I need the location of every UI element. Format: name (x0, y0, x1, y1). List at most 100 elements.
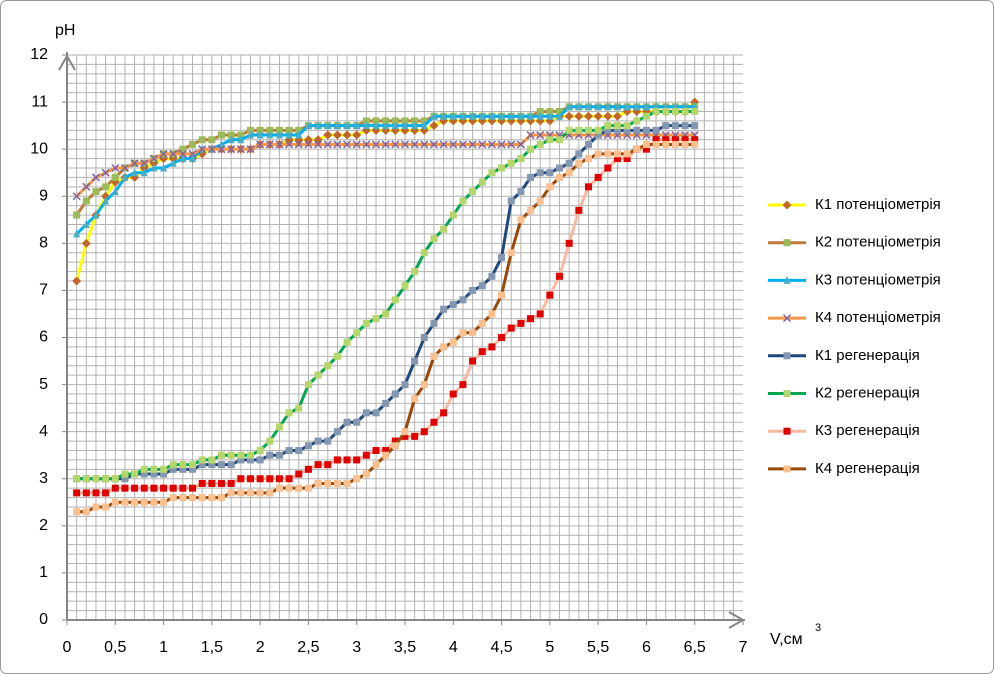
marker (314, 479, 322, 487)
marker (691, 136, 699, 144)
marker (516, 140, 525, 149)
marker (584, 126, 592, 134)
marker (256, 447, 264, 454)
marker (218, 131, 226, 139)
legend-item: К2 потенціометрія (768, 234, 941, 251)
marker (468, 140, 477, 149)
marker (652, 108, 660, 115)
marker (488, 272, 496, 280)
marker (527, 206, 535, 214)
x-tick-label: 4,5 (490, 639, 512, 656)
marker (111, 498, 119, 506)
marker (333, 140, 342, 149)
marker (169, 461, 177, 469)
marker (623, 102, 631, 111)
x-tick-label: 6 (642, 639, 651, 656)
marker (82, 508, 90, 516)
marker (507, 111, 515, 120)
legend-item: К3 потенціометрія (768, 271, 941, 288)
marker (603, 111, 613, 121)
marker (691, 108, 699, 115)
marker (246, 145, 255, 154)
marker (188, 149, 197, 158)
marker (236, 145, 245, 154)
marker (275, 451, 283, 459)
marker (189, 494, 197, 502)
marker (662, 122, 670, 130)
marker (391, 117, 399, 125)
marker (372, 315, 380, 323)
marker (285, 475, 293, 483)
marker (517, 111, 525, 120)
marker (662, 136, 670, 144)
marker (304, 121, 312, 130)
marker (227, 145, 236, 154)
marker (324, 362, 332, 370)
marker (304, 484, 312, 492)
marker (527, 315, 535, 323)
marker (82, 475, 90, 483)
marker (275, 484, 283, 492)
marker (218, 139, 226, 148)
marker (623, 126, 631, 134)
marker (218, 479, 226, 487)
marker (285, 130, 293, 139)
marker (140, 498, 148, 506)
marker (633, 126, 641, 134)
marker (295, 447, 303, 454)
marker (237, 131, 245, 139)
marker (652, 136, 660, 144)
marker (217, 145, 226, 154)
x-tick-label: 3 (352, 639, 361, 656)
series (72, 131, 699, 201)
marker (449, 338, 457, 346)
marker (527, 173, 535, 181)
marker (275, 130, 283, 139)
marker (179, 465, 187, 473)
marker (169, 465, 177, 473)
marker (198, 461, 206, 469)
marker (430, 319, 438, 327)
marker (507, 159, 515, 167)
marker (227, 451, 235, 459)
marker (526, 131, 535, 140)
legend-item: К2 регенерація (768, 384, 920, 401)
x-tick-label: 2 (256, 639, 265, 656)
x-tick-label: 7 (739, 639, 748, 656)
marker (613, 155, 621, 163)
y-tick-label: 11 (31, 93, 48, 110)
marker (411, 117, 419, 125)
marker (439, 140, 448, 149)
marker (604, 126, 612, 134)
marker (285, 140, 294, 149)
marker (372, 461, 380, 469)
marker (362, 140, 371, 149)
marker (169, 158, 177, 167)
marker (102, 503, 110, 511)
marker (391, 390, 399, 398)
marker (546, 291, 554, 299)
marker (131, 498, 139, 506)
marker (111, 187, 119, 196)
marker (556, 173, 564, 181)
marker (227, 479, 235, 487)
marker (449, 211, 457, 219)
marker (633, 145, 641, 153)
marker (179, 494, 187, 502)
marker (189, 140, 197, 148)
y-tick-label: 3 (39, 470, 48, 487)
marker (440, 305, 448, 313)
marker (150, 498, 158, 506)
marker (469, 329, 477, 337)
marker (102, 475, 110, 483)
marker (227, 135, 235, 144)
legend-label: К3 потенціометрія (815, 271, 941, 288)
marker (304, 465, 312, 473)
y-tick-label: 8 (39, 235, 48, 252)
marker (498, 291, 506, 299)
legend-label: К4 потенціометрія (815, 309, 941, 326)
marker (343, 456, 351, 464)
marker (256, 475, 264, 483)
marker (237, 489, 245, 497)
marker (459, 381, 467, 389)
